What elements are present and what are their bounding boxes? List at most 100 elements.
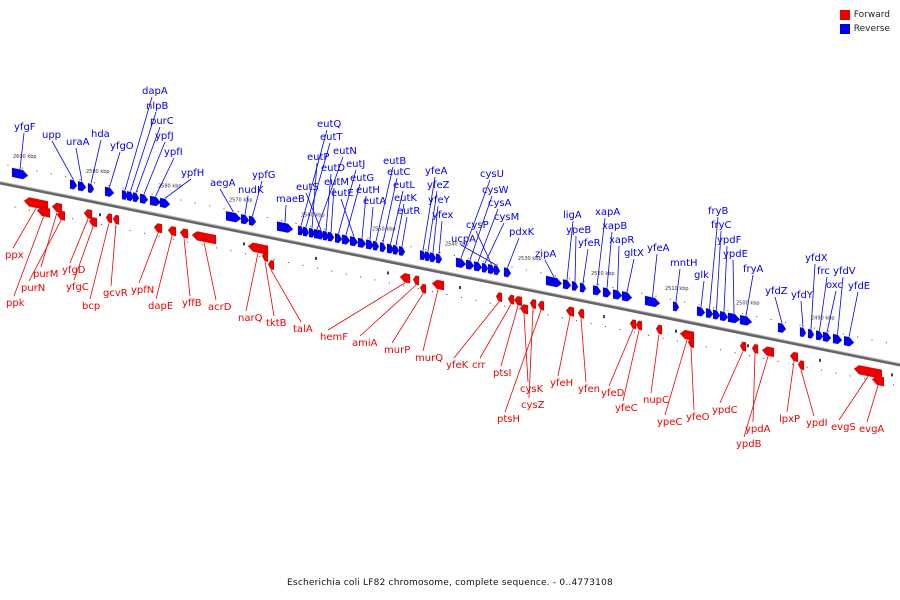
forward-gene-arrow: [871, 375, 885, 387]
reverse-gene-arrow: [503, 267, 512, 278]
reverse-gene-arrow: [843, 335, 855, 347]
forward-gene-label: yfen: [578, 384, 600, 395]
forward-swatch: [839, 10, 850, 20]
reverse-gene-label: gltX: [624, 248, 644, 259]
forward-leader-line: [500, 305, 519, 367]
kbp-tick-label: 2510 kbp: [665, 286, 689, 292]
reverse-leader-line: [340, 198, 355, 237]
reverse-gene-arrow: [672, 301, 680, 312]
reverse-gene-label: ucpA: [451, 234, 476, 245]
reverse-leader-line: [745, 274, 754, 316]
reverse-gene-arrow: [379, 241, 387, 253]
reverse-gene-label: cysU: [480, 169, 504, 180]
forward-leader-line: [608, 328, 634, 387]
reverse-gene-label: eutL: [393, 180, 415, 191]
reverse-gene-label: fryC: [711, 220, 732, 231]
reverse-gene-arrow: [481, 262, 489, 273]
forward-leader-line: [40, 212, 58, 268]
reverse-leader-line: [675, 268, 681, 302]
reverse-gene-label: eutG: [350, 173, 374, 184]
forward-gene-label: ypdI: [806, 418, 828, 429]
reverse-leader-line: [284, 204, 287, 223]
forward-gene-label: lpxP: [779, 414, 800, 425]
reverse-gene-label: pdxK: [509, 227, 535, 238]
kbp-tick-label: 2550 kbp: [372, 227, 396, 233]
kbp-tick-label: 2570 kbp: [229, 198, 253, 204]
forward-leader-line: [528, 308, 534, 399]
forward-gene-arrow: [853, 364, 883, 380]
forward-gene-label: tktB: [266, 318, 287, 329]
forward-gene-label: yfgD: [62, 265, 86, 276]
reverse-gene-label: eutC: [387, 167, 410, 178]
reverse-gene-label: uraA: [66, 137, 90, 148]
reverse-gene-label: ypdE: [723, 249, 748, 260]
legend-item-forward: Forward: [839, 8, 890, 22]
reverse-gene-label: ypfI: [164, 147, 183, 158]
reverse-gene-label: yfeR: [578, 238, 601, 249]
forward-gene-label: yfeH: [550, 378, 573, 389]
reverse-gene-arrow: [602, 287, 612, 298]
reverse-gene-arrow: [571, 280, 579, 292]
reverse-leader-line: [469, 195, 493, 261]
reverse-gene-label: yfdE: [848, 281, 870, 292]
reverse-leader-line: [109, 151, 121, 188]
forward-gene-arrow: [167, 225, 177, 237]
reverse-gene-label: yfdV: [833, 266, 856, 277]
reverse-gene-label: yfdY: [791, 290, 814, 301]
forward-gene-label: yfeD: [601, 388, 625, 399]
reverse-gene-arrow: [424, 251, 432, 262]
reverse-gene-label: glk: [694, 270, 709, 281]
forward-gene-label: ppx: [5, 250, 24, 261]
forward-gene-arrow: [56, 210, 66, 222]
reverse-leader-line: [826, 290, 837, 333]
reverse-leader-line: [716, 230, 722, 310]
reverse-gene-label: upp: [42, 130, 61, 141]
forward-leader-line: [270, 269, 302, 323]
reverse-gene-label: yfdZ: [765, 286, 788, 297]
kbp-tick-label: 2590 kbp: [86, 169, 110, 175]
reverse-gene-label: eutH: [356, 185, 380, 196]
reverse-leader-line: [345, 183, 361, 236]
forward-gene-label: gcvR: [103, 288, 128, 299]
forward-gene-arrow: [105, 213, 113, 224]
forward-gene-arrow: [577, 308, 585, 319]
reverse-gene-arrow: [121, 189, 129, 201]
reverse-leader-line: [244, 195, 249, 215]
forward-gene-label: ptsH: [497, 414, 520, 425]
forward-leader-line: [743, 356, 769, 438]
reverse-gene-label: eutB: [383, 156, 406, 167]
reverse-gene-label: eutA: [363, 196, 386, 207]
reverse-gene-label: purC: [150, 116, 174, 127]
forward-gene-label: nupC: [643, 395, 669, 406]
reverse-gene-arrow: [487, 263, 496, 275]
forward-leader-line: [13, 216, 44, 297]
forward-leader-line: [359, 284, 417, 337]
reverse-gene-arrow: [11, 167, 29, 180]
reverse-gene-arrow: [822, 331, 832, 343]
forward-gene-label: murP: [384, 345, 410, 356]
reverse-gene-label: eutS: [296, 182, 319, 193]
reverse-gene-arrow: [159, 197, 171, 209]
forward-gene-arrow: [751, 343, 759, 355]
forward-leader-line: [110, 224, 117, 287]
forward-gene-arrow: [537, 300, 545, 311]
reverse-gene-arrow: [777, 322, 787, 334]
reverse-gene-arrow: [612, 289, 623, 300]
forward-gene-label: dapE: [148, 301, 173, 312]
forward-leader-line: [838, 376, 869, 421]
forward-gene-arrow: [36, 206, 51, 218]
reverse-leader-line: [375, 166, 394, 242]
reverse-gene-arrow: [341, 234, 351, 245]
reverse-leader-line: [709, 216, 719, 309]
reverse-gene-label: yfeY: [428, 195, 451, 206]
forward-leader-line: [28, 220, 62, 282]
reverse-gene-arrow: [322, 230, 330, 241]
reverse-gene-label: ypfG: [252, 170, 276, 181]
reverse-leader-line: [617, 245, 620, 290]
kbp-tick-label: 2540 kbp: [445, 241, 469, 247]
reverse-leader-line: [819, 276, 828, 331]
forward-gene-label: yfeO: [686, 412, 710, 423]
reverse-gene-arrow: [832, 333, 843, 345]
reverse-gene-label: frc: [817, 266, 830, 277]
